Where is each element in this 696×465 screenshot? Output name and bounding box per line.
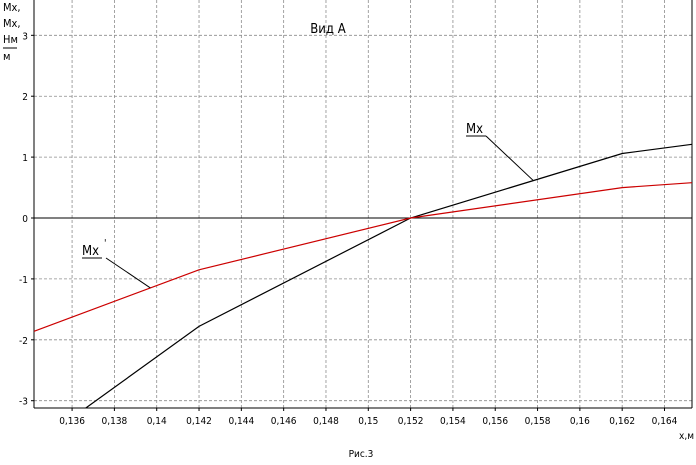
series-annotation-label: Mx <box>82 244 99 259</box>
x-tick-label: 0,142 <box>186 416 212 427</box>
y-tick-label: -1 <box>19 275 28 286</box>
y-axis-label-line: Mx, <box>3 1 21 14</box>
x-tick-label: 0,16 <box>570 416 590 427</box>
y-tick-label: -3 <box>19 397 28 408</box>
grid <box>34 0 692 408</box>
x-tick-label: 0,144 <box>228 416 254 427</box>
x-tick-label: 0,152 <box>398 416 424 427</box>
series-layer <box>33 143 693 409</box>
y-tick-label: 0 <box>22 214 28 225</box>
axes <box>31 0 693 411</box>
x-tick-label: 0,148 <box>313 416 339 427</box>
series-line-1 <box>33 182 693 332</box>
x-tick-label: 0,146 <box>271 416 297 427</box>
x-tick-label: 0,158 <box>525 416 551 427</box>
series-annotation-prime: ' <box>104 238 106 249</box>
x-tick-label: 0,154 <box>440 416 466 427</box>
y-axis-label-line: м <box>3 50 10 63</box>
y-tick-label: -2 <box>19 336 28 347</box>
annotation-leader-line <box>105 257 151 289</box>
x-tick-label: 0,138 <box>102 416 128 427</box>
x-tick-label: 0,162 <box>609 416 635 427</box>
x-tick-label: 0,164 <box>652 416 678 427</box>
y-axis-label-line: Нм <box>3 33 18 46</box>
x-tick-label: 0,14 <box>147 416 167 427</box>
y-axis-label-line: Mx, <box>3 17 21 30</box>
figure-caption: Рис.3 <box>349 449 374 460</box>
series-annotation-label: Mx <box>466 122 483 137</box>
x-tick-label: 0,156 <box>482 416 508 427</box>
chart-title: Вид А <box>310 22 345 37</box>
x-axis-label: x,м <box>679 431 694 442</box>
x-tick-label: 0,15 <box>358 416 378 427</box>
y-tick-label: 2 <box>22 92 28 103</box>
labels-layer: 0,136 0,138 0,14 0,142 0,144 0,146 0,148 0,15 0,… <box>3 1 678 427</box>
y-tick-label: 3 <box>22 31 28 42</box>
annotation-leader-line <box>485 135 534 181</box>
x-tick-label: 0,136 <box>59 416 85 427</box>
y-tick-label: 1 <box>22 153 28 164</box>
